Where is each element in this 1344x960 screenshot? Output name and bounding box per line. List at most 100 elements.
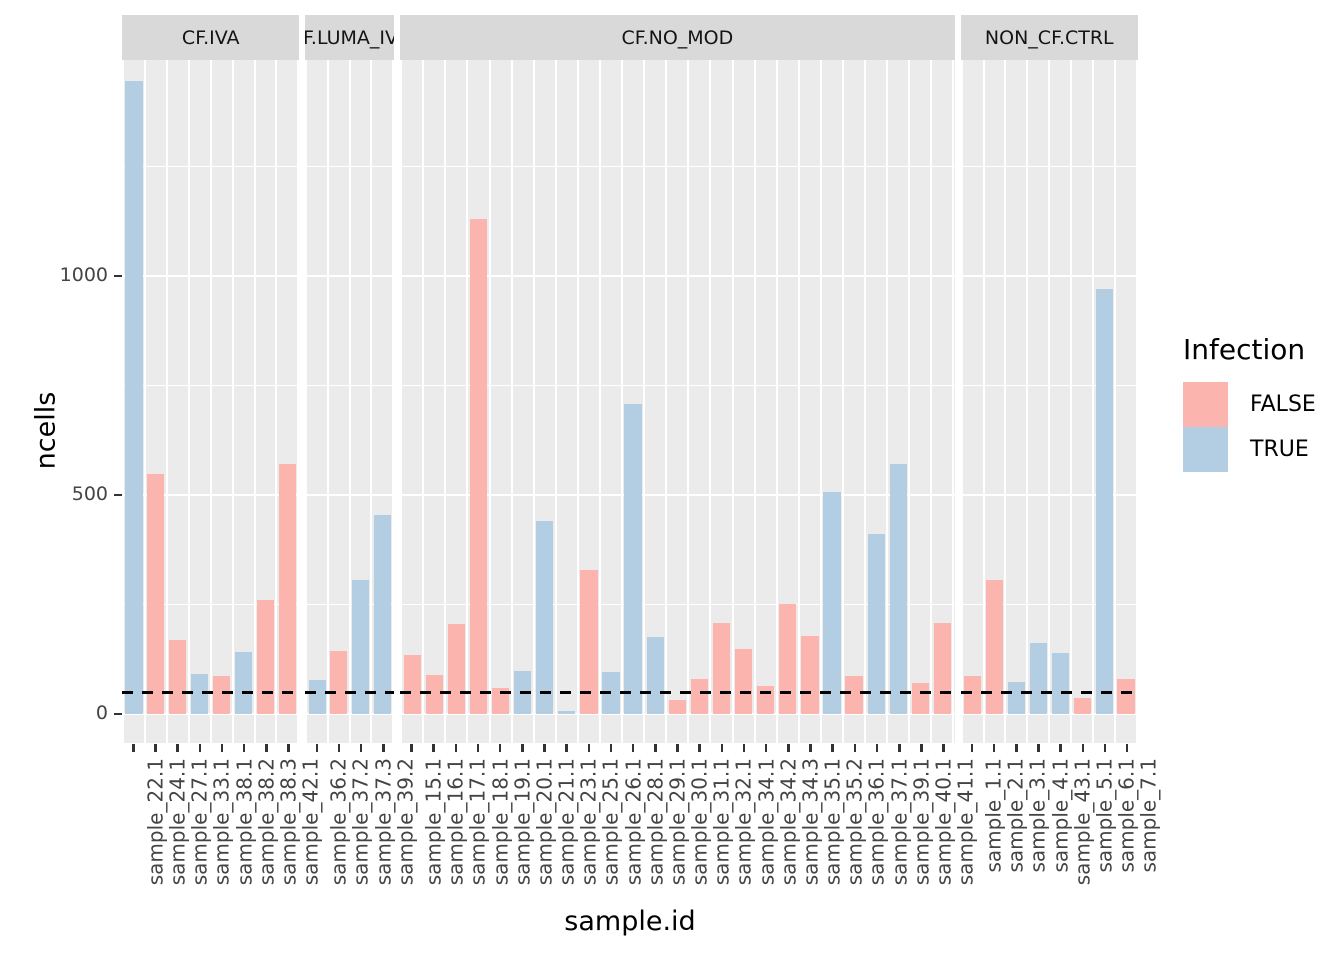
facet-panel bbox=[305, 60, 395, 743]
bar-slot bbox=[327, 60, 349, 743]
x-tick-mark bbox=[498, 744, 502, 752]
bar-slot bbox=[665, 60, 687, 743]
legend-key-true: TRUE bbox=[1183, 427, 1316, 472]
x-tick-mark bbox=[809, 744, 812, 752]
bar-slot bbox=[908, 60, 930, 743]
gridline-minor bbox=[400, 604, 955, 606]
x-axis-row: sample_22.1 sample_24.1 sample_27.1 sample_… bbox=[122, 743, 322, 938]
facet-strip: CF.IVA bbox=[122, 15, 300, 60]
bar bbox=[867, 534, 885, 715]
x-axis-slot: sample_34.3 bbox=[777, 743, 822, 938]
bar-slot bbox=[143, 60, 166, 743]
x-tick-mark bbox=[176, 744, 179, 752]
bar-slot bbox=[400, 60, 422, 743]
x-axis-slot: sample_6.1 bbox=[1094, 743, 1139, 938]
bar bbox=[256, 600, 275, 715]
x-tick-mark bbox=[787, 744, 790, 752]
bar bbox=[690, 679, 709, 715]
x-tick-mark bbox=[154, 744, 157, 752]
x-tick-mark bbox=[853, 744, 857, 752]
bar bbox=[352, 579, 370, 715]
bar-slot bbox=[209, 60, 232, 743]
bar-slot bbox=[1004, 60, 1026, 743]
bar-slot bbox=[643, 60, 665, 743]
bar bbox=[330, 650, 348, 715]
x-tick-mark bbox=[875, 744, 879, 752]
facet-strip-label: CF.IVA bbox=[181, 26, 240, 49]
bar-slot bbox=[253, 60, 276, 743]
legend-label: FALSE bbox=[1250, 392, 1316, 417]
x-axis-slot: sample_7.1 bbox=[1116, 743, 1161, 938]
bar bbox=[469, 219, 488, 715]
bar bbox=[646, 636, 664, 715]
x-axis-slot: sample_35.2 bbox=[821, 743, 867, 938]
bar-slot bbox=[886, 60, 908, 743]
x-axis-slot: sample_1.1 bbox=[961, 743, 1006, 938]
bar bbox=[801, 636, 819, 715]
bar bbox=[580, 569, 598, 715]
threshold-dashed-line bbox=[122, 690, 300, 694]
facet-strip-label: CF.LUMA_IVA bbox=[305, 26, 395, 49]
legend: Infection FALSE TRUE bbox=[1183, 333, 1316, 472]
bar-slot bbox=[731, 60, 754, 743]
bar bbox=[1073, 697, 1091, 715]
bar-slot bbox=[554, 60, 577, 743]
x-tick-mark bbox=[831, 744, 834, 752]
bar-slot bbox=[488, 60, 511, 743]
bar-slot bbox=[165, 60, 188, 743]
facet-panel bbox=[400, 60, 955, 743]
facet: CF.LUMA_IVA sample_36.2sample_37.2sample_… bbox=[305, 15, 417, 938]
bar-slot bbox=[1048, 60, 1070, 743]
x-tick-mark bbox=[220, 744, 224, 752]
legend-title: Infection bbox=[1183, 333, 1306, 366]
x-tick-mark bbox=[1103, 744, 1107, 752]
x-tick-mark bbox=[198, 744, 202, 752]
gridline-major bbox=[400, 494, 955, 497]
x-axis-slot: sample_39.2 bbox=[372, 743, 417, 938]
x-axis-slot: sample_19.1 bbox=[489, 743, 534, 938]
x-tick-mark bbox=[970, 744, 974, 752]
bar bbox=[191, 673, 209, 715]
x-axis-row: sample_1.1 sample_2.1 sample_3.1 sample_4.1… bbox=[961, 743, 1161, 938]
bar bbox=[169, 639, 187, 715]
x-tick-mark bbox=[764, 744, 768, 752]
x-tick-mark bbox=[609, 744, 613, 752]
bar-slot bbox=[444, 60, 466, 743]
x-tick-mark bbox=[359, 744, 363, 752]
x-axis-slot: sample_3.1 bbox=[1005, 743, 1050, 938]
bar-slot bbox=[819, 60, 842, 743]
x-axis-slot: sample_38.2 bbox=[233, 743, 278, 938]
threshold-dashed-line bbox=[400, 690, 955, 694]
x-tick-mark bbox=[454, 744, 458, 752]
x-tick-mark bbox=[287, 744, 290, 752]
bar-slot bbox=[1026, 60, 1048, 743]
bar bbox=[235, 651, 253, 715]
bar-slot bbox=[122, 60, 144, 743]
bar bbox=[889, 463, 907, 715]
x-axis-slot: sample_34.2 bbox=[755, 743, 800, 938]
x-tick-mark bbox=[631, 744, 635, 752]
legend-swatch-true bbox=[1183, 427, 1228, 472]
bar-slot bbox=[187, 60, 210, 743]
x-tick-mark bbox=[654, 744, 657, 752]
y-tick-label: 500 bbox=[71, 483, 108, 506]
bar bbox=[712, 622, 731, 715]
facet-strip-label: NON_CF.CTRL bbox=[984, 26, 1114, 49]
bar bbox=[668, 700, 686, 715]
bar bbox=[1117, 679, 1135, 715]
bar-slot bbox=[422, 60, 444, 743]
x-tick-mark bbox=[920, 744, 923, 752]
x-axis-slot: sample_2.1 bbox=[983, 743, 1028, 938]
bar-slot bbox=[1114, 60, 1138, 743]
x-axis-slot: sample_16.1 bbox=[422, 743, 467, 938]
x-axis-slot: sample_25.1 bbox=[578, 743, 623, 938]
y-tick-mark bbox=[114, 274, 122, 278]
x-tick-mark bbox=[1015, 744, 1018, 752]
bar bbox=[933, 623, 952, 715]
bar-slot bbox=[305, 60, 327, 743]
x-axis-slot: sample_41.1 bbox=[932, 743, 977, 938]
x-axis-slot: sample_40.1 bbox=[910, 743, 955, 938]
y-axis: 0 500 1000 bbox=[0, 60, 122, 743]
bar-slot bbox=[510, 60, 533, 743]
